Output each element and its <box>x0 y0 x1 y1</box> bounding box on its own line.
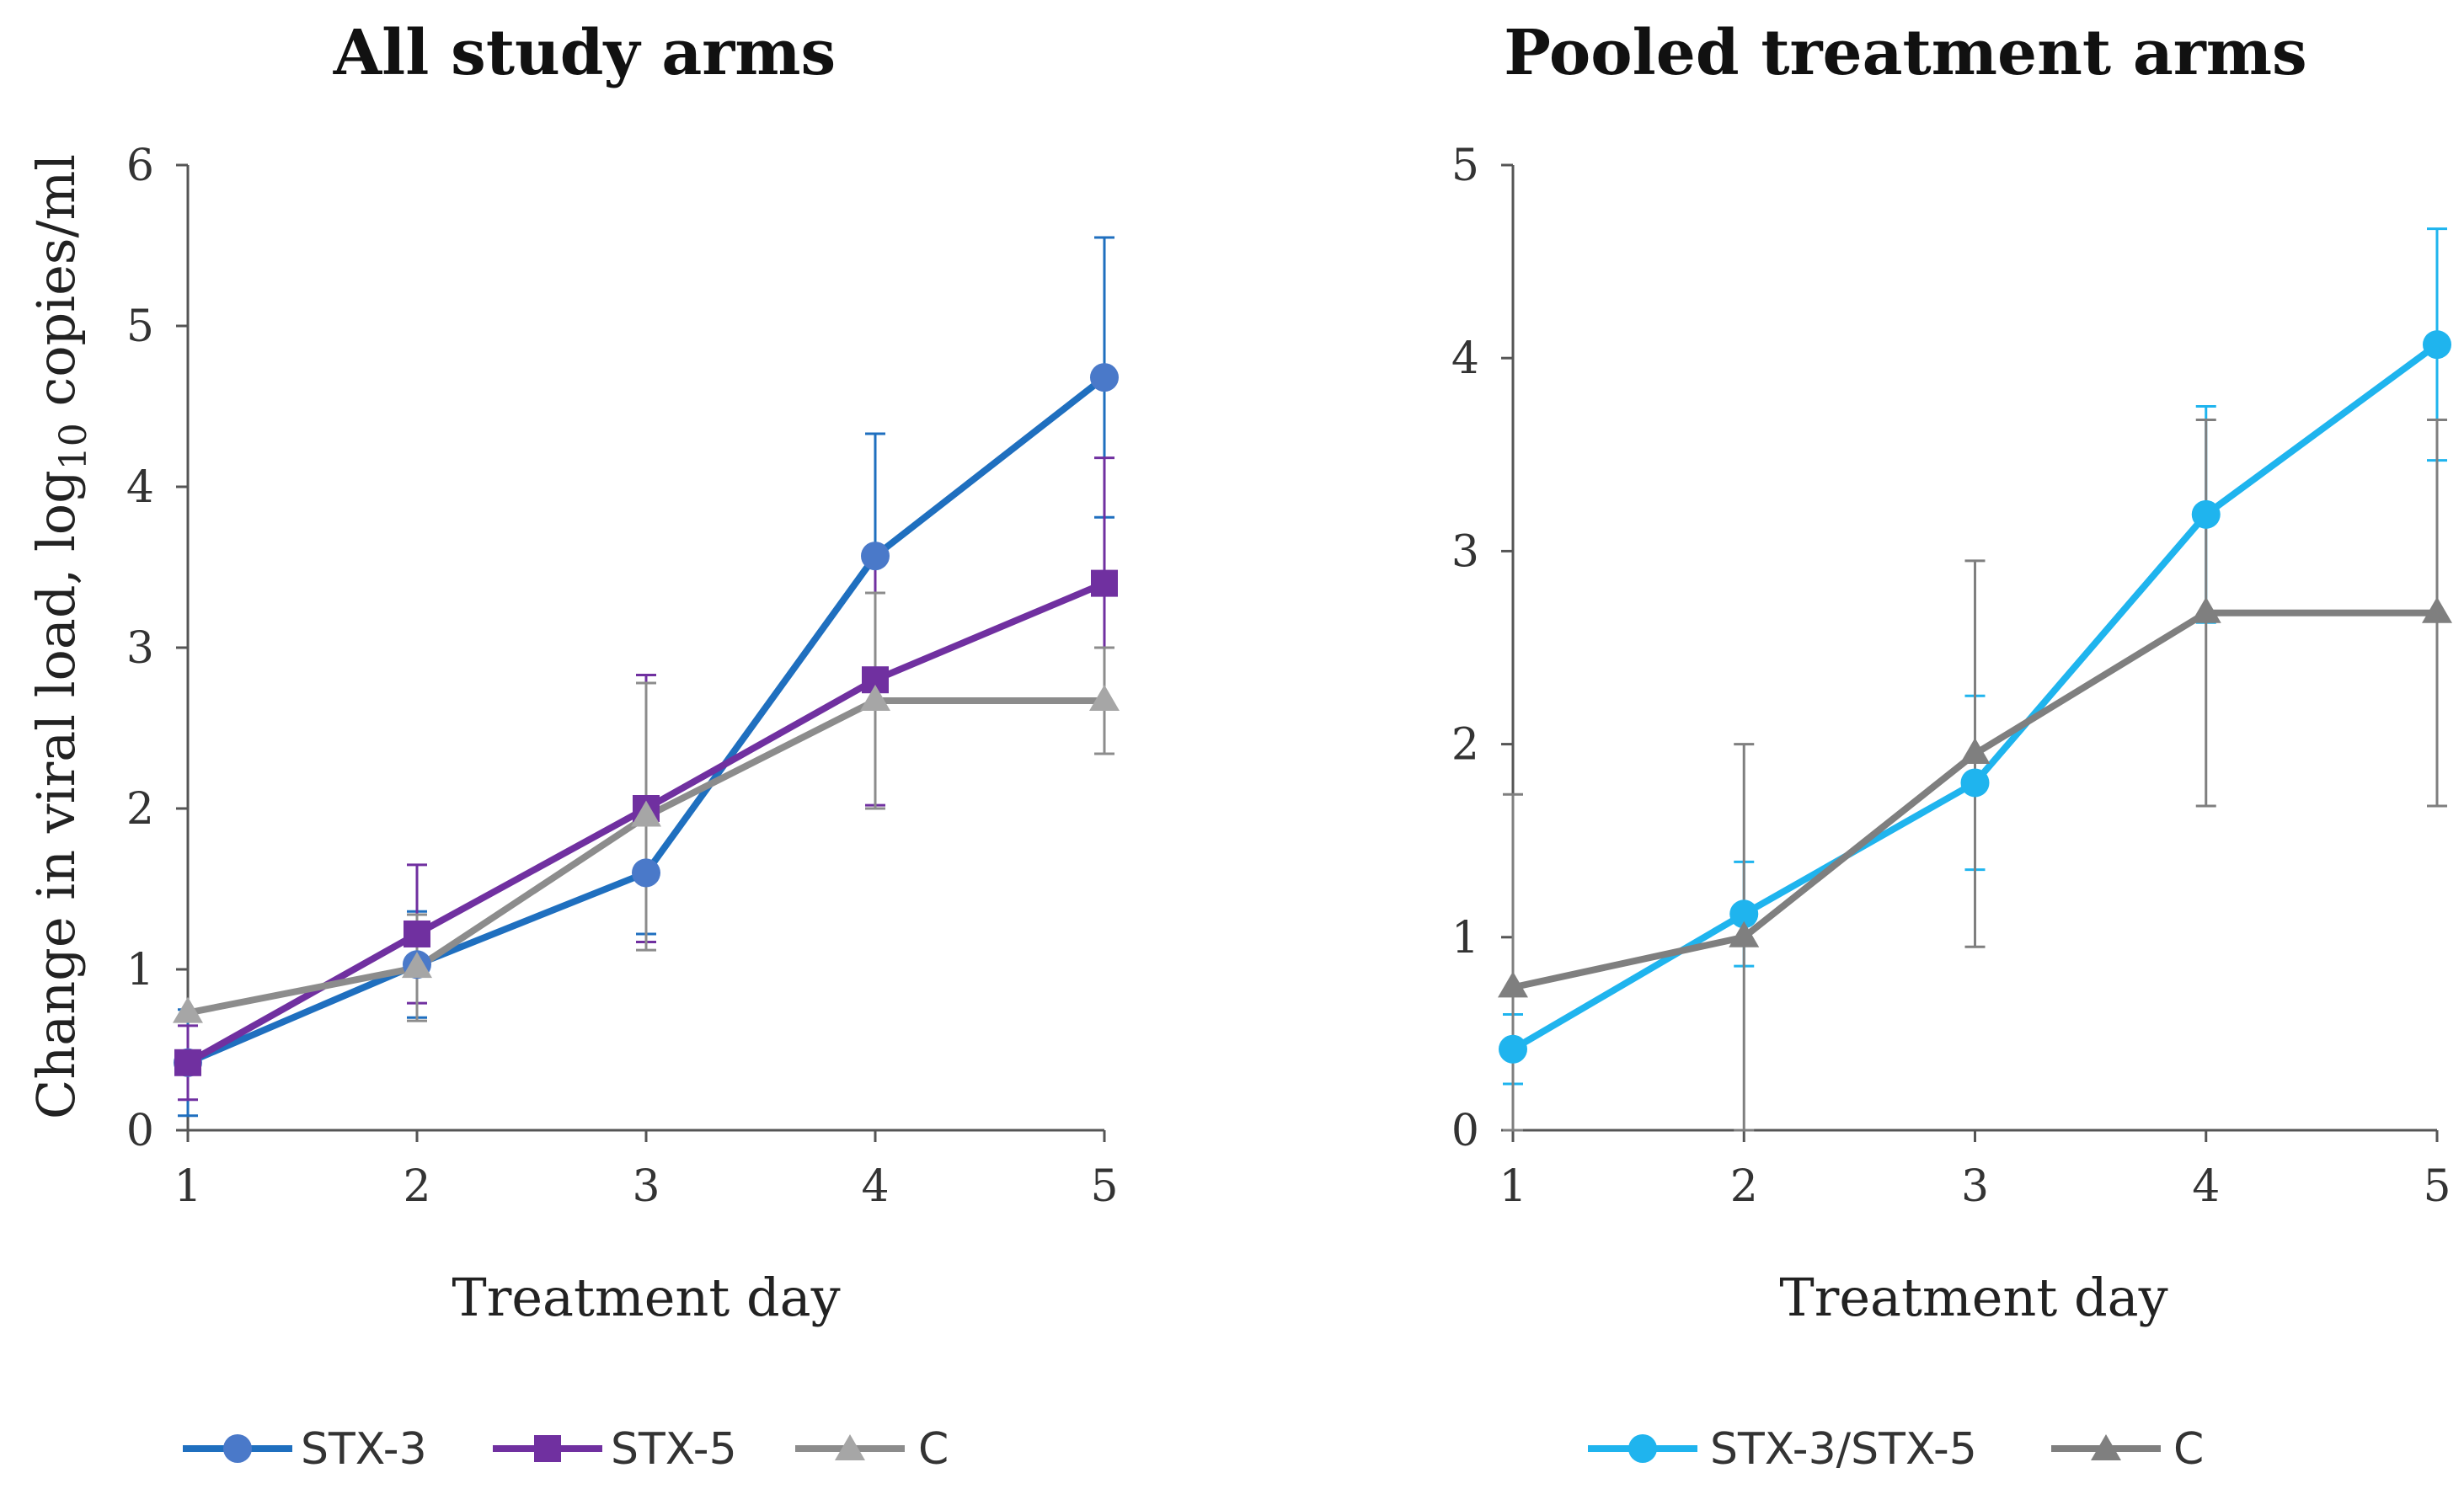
legend: STX-3 STX-5 C <box>183 1424 949 1475</box>
data-point-stx-3-stx-5 <box>1499 1034 1527 1064</box>
y-axis-label-main: Change in viral load, log <box>25 470 87 1119</box>
y-tick-label: 6 <box>126 141 154 191</box>
x-axis-label: Treatment day <box>452 1267 840 1328</box>
data-point-stx-3 <box>1090 363 1119 392</box>
legend-item-stx-3: STX-3 <box>183 1424 427 1475</box>
legend-item-c: C <box>795 1424 949 1475</box>
data-point-c <box>1089 685 1120 712</box>
y-tick-label: 1 <box>126 945 154 995</box>
legend-label: STX-5 <box>611 1424 737 1475</box>
legend-swatch-marker <box>223 1434 252 1463</box>
data-point-c <box>173 996 203 1023</box>
y-axis-ticks: 0 1 2 3 4 5 6 <box>126 141 188 1156</box>
data-point-c <box>2190 596 2221 623</box>
data-point-stx-5 <box>174 1049 201 1076</box>
x-axis-ticks: 1 2 3 4 5 <box>174 1130 1119 1212</box>
y-axis-ticks: 0 1 2 3 4 5 <box>1451 141 1513 1156</box>
x-tick-label: 3 <box>632 1161 660 1212</box>
legend-swatch-marker <box>534 1435 561 1462</box>
legend-swatch-marker <box>835 1434 865 1460</box>
data-point-stx-3 <box>861 542 890 571</box>
panel-all-study-arms: All study arms Change in viral load, log… <box>25 17 1120 1475</box>
legend-label: C <box>918 1424 949 1475</box>
legend-swatch-marker <box>1628 1434 1657 1463</box>
data-point-c <box>2422 596 2452 623</box>
data-point-stx-3 <box>632 858 660 888</box>
legend: STX-3/STX-5 C <box>1588 1424 2204 1475</box>
data-point-stx-5 <box>1091 569 1118 597</box>
chart-title: All study arms <box>333 17 836 89</box>
x-tick-label: 2 <box>403 1161 430 1212</box>
y-tick-label: 2 <box>126 784 154 835</box>
legend-item-stx-5: STX-5 <box>493 1424 737 1475</box>
y-tick-label: 5 <box>126 302 154 352</box>
series-markers <box>173 363 1120 1077</box>
y-tick-label: 3 <box>126 623 154 674</box>
series-markers <box>1498 330 2452 1064</box>
data-point-stx-5 <box>404 920 430 947</box>
error-bars <box>1503 227 2447 1132</box>
x-tick-label: 3 <box>1961 1161 1989 1212</box>
data-point-stx-3-stx-5 <box>2423 330 2451 360</box>
x-tick-label: 5 <box>2423 1161 2451 1212</box>
x-axis-label: Treatment day <box>1779 1267 2167 1328</box>
y-axis-label-subscript: 10 <box>52 423 95 470</box>
data-point-stx-3-stx-5 <box>1729 899 1759 929</box>
y-tick-label: 3 <box>1451 526 1479 577</box>
y-tick-label: 4 <box>1451 334 1479 384</box>
x-tick-label: 1 <box>174 1161 201 1212</box>
y-tick-label: 1 <box>1451 913 1479 963</box>
data-point-stx-3-stx-5 <box>2191 499 2221 529</box>
x-tick-label: 4 <box>2192 1161 2220 1212</box>
y-tick-label: 0 <box>1451 1106 1479 1156</box>
data-point-c <box>1498 971 1528 998</box>
data-point-c <box>1959 738 1991 765</box>
legend-item-c: C <box>2051 1424 2204 1475</box>
legend-swatch-marker <box>2091 1434 2121 1460</box>
y-axis-label-unit: copies/ml <box>25 154 87 423</box>
legend-label: C <box>2173 1424 2204 1475</box>
y-tick-label: 5 <box>1451 141 1479 191</box>
y-tick-label: 0 <box>126 1106 154 1156</box>
y-tick-label: 2 <box>1451 720 1479 771</box>
chart-title: Pooled treatment arms <box>1504 17 2306 89</box>
error-bar-c <box>1503 793 1523 1132</box>
data-point-c <box>860 685 890 712</box>
y-tick-label: 4 <box>126 462 154 513</box>
data-point-c <box>1729 921 1760 947</box>
legend-label: STX-3 <box>301 1424 427 1475</box>
data-point-stx-3-stx-5 <box>1960 768 1990 798</box>
x-tick-label: 4 <box>861 1161 889 1212</box>
legend-item-stx-3-stx-5: STX-3/STX-5 <box>1588 1424 1977 1475</box>
y-axis-label: Change in viral load, log10 copies/ml <box>25 154 95 1119</box>
x-tick-label: 5 <box>1090 1161 1118 1212</box>
data-point-c <box>402 952 432 979</box>
data-point-c <box>631 800 661 827</box>
legend-label: STX-3/STX-5 <box>1710 1424 1977 1475</box>
x-tick-label: 1 <box>1499 1161 1526 1212</box>
x-axis-ticks: 1 2 3 4 5 <box>1499 1130 2451 1212</box>
x-tick-label: 2 <box>1730 1161 1758 1212</box>
